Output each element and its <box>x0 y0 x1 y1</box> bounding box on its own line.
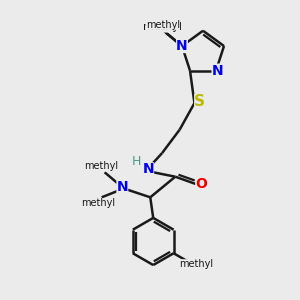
Text: methyl: methyl <box>84 161 118 171</box>
Text: N: N <box>212 64 223 78</box>
Text: O: O <box>195 177 207 191</box>
Text: N: N <box>142 162 154 176</box>
Text: methyl: methyl <box>81 198 115 208</box>
Text: methyl: methyl <box>179 259 214 269</box>
Text: N: N <box>116 180 128 194</box>
Text: H: H <box>132 155 141 168</box>
Text: methyl: methyl <box>146 20 180 30</box>
Text: S: S <box>194 94 205 109</box>
Text: N: N <box>176 39 188 53</box>
Text: methyl: methyl <box>143 22 182 32</box>
